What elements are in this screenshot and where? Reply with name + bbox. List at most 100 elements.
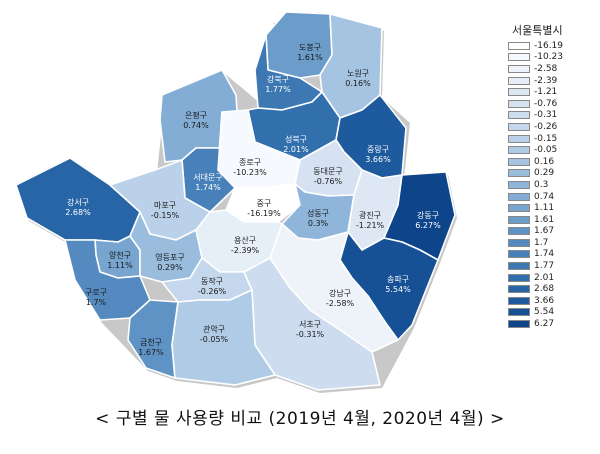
- district-value-label: 0.16%: [345, 79, 371, 88]
- legend-entry: 1.67: [508, 226, 596, 238]
- legend-label: 0.16: [534, 156, 555, 167]
- legend-label: -0.26: [534, 121, 558, 132]
- legend-swatch: [508, 320, 530, 329]
- district-value-label: 0.3%: [308, 219, 329, 228]
- legend-entry: -0.26: [508, 121, 596, 133]
- legend-swatch: [508, 76, 530, 85]
- legend-entry: 1.74: [508, 249, 596, 261]
- district-name-label: 구로구: [85, 288, 107, 297]
- district-value-label: -0.76%: [314, 177, 343, 186]
- district-value-label: -1.21%: [356, 221, 385, 230]
- district-name-label: 서대문구: [193, 173, 222, 182]
- district-value-label: 3.66%: [365, 155, 391, 164]
- legend-swatch: [508, 41, 530, 50]
- district-name-label: 송파구: [387, 275, 409, 284]
- district-value-label: 0.29%: [157, 263, 183, 272]
- legend-label: 3.66: [534, 295, 555, 306]
- district-name-label: 서초구: [299, 320, 321, 329]
- district-value-label: -10.23%: [233, 168, 267, 177]
- legend-entry: -16.19: [508, 40, 596, 52]
- legend-entry: -2.39: [508, 75, 596, 87]
- district-value-label: 6.27%: [415, 221, 441, 230]
- map-caption: < 구별 물 사용량 비교 (2019년 4월, 2020년 4월) >: [95, 409, 505, 429]
- district-name-label: 강동구: [417, 210, 439, 220]
- district-value-label: 2.01%: [283, 145, 309, 154]
- legend-entry: 1.11: [508, 202, 596, 214]
- legend-rows: -16.19 -10.23 -2.58 -2.39 -1.21 -0.76 -0.31 -0.…: [508, 40, 596, 330]
- legend-swatch: [508, 296, 530, 305]
- district-value-label: 5.54%: [385, 285, 411, 294]
- district-name-label: 금천구: [140, 337, 162, 347]
- legend-label: -2.58: [534, 63, 558, 74]
- district-name-label: 동작구: [201, 276, 223, 286]
- legend-swatch: [508, 238, 530, 247]
- legend-label: 1.67: [534, 226, 555, 237]
- legend-entry: 0.3: [508, 179, 596, 191]
- legend-label: 0.29: [534, 168, 555, 179]
- legend-swatch: [508, 111, 530, 120]
- legend-label: 6.27: [534, 319, 555, 330]
- district-value-label: 2.68%: [65, 208, 91, 217]
- legend-swatch: [508, 180, 530, 189]
- legend-swatch: [508, 122, 530, 131]
- district-name-label: 강서구: [67, 197, 89, 207]
- district-value-label: -2.39%: [231, 246, 260, 255]
- legend-swatch: [508, 169, 530, 178]
- district-name-label: 종로구: [239, 158, 261, 167]
- legend-label: 1.11: [534, 203, 555, 214]
- district-value-label: 1.7%: [86, 298, 107, 307]
- legend-entry: 0.16: [508, 156, 596, 168]
- district-value-label: -0.26%: [198, 287, 227, 296]
- legend-entry: 3.66: [508, 295, 596, 307]
- legend-entry: 0.29: [508, 168, 596, 180]
- legend-swatch: [508, 53, 530, 62]
- district-name-label: 도봉구: [299, 43, 321, 52]
- legend-entry: -1.21: [508, 86, 596, 98]
- legend-swatch: [508, 273, 530, 282]
- legend-label: -0.05: [534, 145, 558, 156]
- district-name-label: 관악구: [203, 324, 225, 334]
- district-region: [64, 239, 151, 321]
- district-value-label: -0.15%: [151, 211, 180, 220]
- district-value-label: -16.19%: [247, 209, 281, 218]
- district-name-label: 마포구: [154, 201, 176, 210]
- district-value-label: -0.05%: [200, 335, 229, 344]
- legend-label: 0.74: [534, 191, 555, 202]
- district-name-label: 용산구: [234, 235, 256, 245]
- legend-label: 1.7: [534, 237, 549, 248]
- legend-entry: 1.7: [508, 237, 596, 249]
- legend-label: 1.74: [534, 249, 555, 260]
- legend-label: 5.54: [534, 307, 555, 318]
- district-value-label: 1.61%: [297, 53, 323, 62]
- legend-entry: -0.76: [508, 98, 596, 110]
- district-name-label: 영등포구: [155, 252, 184, 262]
- legend-label: 1.77: [534, 261, 555, 272]
- legend-entry: 1.61: [508, 214, 596, 226]
- legend-entry: 5.54: [508, 307, 596, 319]
- legend-label: -10.23: [534, 52, 564, 63]
- district-name-label: 양천구: [109, 250, 131, 260]
- legend-swatch: [508, 250, 530, 259]
- legend-entry: 1.77: [508, 260, 596, 272]
- legend-entry: -0.15: [508, 133, 596, 145]
- district-value-label: -2.58%: [326, 299, 355, 308]
- district-value-label: 1.11%: [107, 261, 133, 270]
- legend-label: 0.3: [534, 179, 549, 190]
- legend-swatch: [508, 64, 530, 73]
- legend: 서울특별시 -16.19 -10.23 -2.58 -2.39 -1.21 -0.76 -0…: [508, 22, 596, 330]
- legend-swatch: [508, 88, 530, 97]
- legend-entry: -10.23: [508, 52, 596, 64]
- district-value-label: 0.74%: [183, 121, 209, 130]
- legend-label: 2.68: [534, 284, 555, 295]
- district-name-label: 중랑구: [367, 144, 389, 154]
- legend-swatch: [508, 157, 530, 166]
- legend-swatch: [508, 192, 530, 201]
- legend-swatch: [508, 262, 530, 271]
- legend-swatch: [508, 308, 530, 317]
- legend-label: -1.21: [534, 87, 558, 98]
- legend-entry: 0.74: [508, 191, 596, 203]
- district-name-label: 동대문구: [313, 167, 342, 176]
- district-name-label: 광진구: [359, 210, 381, 220]
- legend-entry: 2.68: [508, 283, 596, 295]
